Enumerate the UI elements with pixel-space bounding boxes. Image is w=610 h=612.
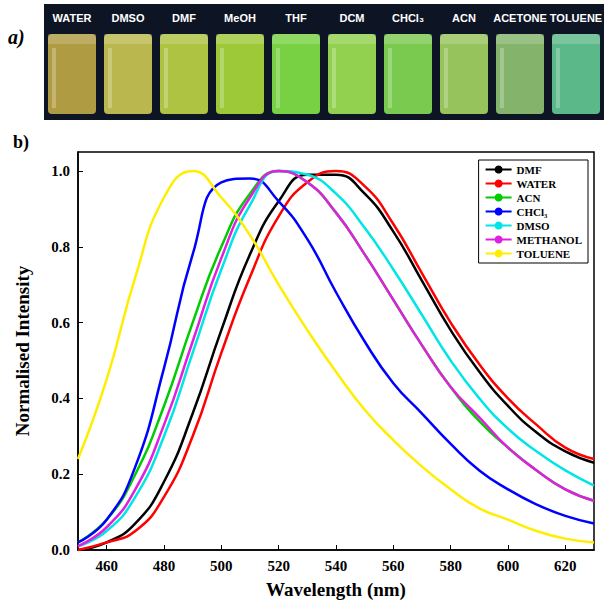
svg-text:0.4: 0.4 [51,390,70,406]
svg-text:0.6: 0.6 [51,315,70,331]
svg-text:580: 580 [439,558,462,574]
svg-text:600: 600 [497,558,520,574]
svg-text:0.2: 0.2 [51,466,70,482]
svg-text:DMSO: DMSO [112,12,145,24]
svg-text:460: 460 [95,558,118,574]
svg-text:CHCl₃: CHCl₃ [517,206,549,218]
svg-text:520: 520 [267,558,290,574]
svg-text:0.0: 0.0 [51,542,70,558]
svg-text:500: 500 [210,558,233,574]
svg-text:DMF: DMF [172,12,196,24]
svg-text:ACETONE: ACETONE [493,12,547,24]
svg-text:Wavelength (nm): Wavelength (nm) [266,579,406,601]
svg-text:WATER: WATER [517,178,558,190]
svg-text:WATER: WATER [53,12,92,24]
svg-text:1.0: 1.0 [51,163,70,179]
svg-text:ACN: ACN [517,192,541,204]
svg-text:Normalised Intensity: Normalised Intensity [12,265,33,436]
svg-text:CHCl₃: CHCl₃ [392,12,424,24]
svg-text:620: 620 [554,558,577,574]
svg-text:THF: THF [285,12,307,24]
svg-text:TOLUENE: TOLUENE [550,12,602,24]
svg-text:DMF: DMF [517,164,542,176]
svg-text:MeOH: MeOH [224,12,256,24]
svg-text:b): b) [13,132,29,153]
svg-text:DCM: DCM [339,12,364,24]
svg-text:DMSO: DMSO [517,220,550,232]
svg-text:480: 480 [153,558,176,574]
svg-text:ACN: ACN [452,12,476,24]
svg-text:560: 560 [382,558,405,574]
svg-text:540: 540 [325,558,348,574]
svg-text:a): a) [8,26,25,49]
svg-text:0.8: 0.8 [51,239,70,255]
svg-text:METHANOL: METHANOL [517,234,582,246]
svg-text:TOLUENE: TOLUENE [517,248,571,260]
